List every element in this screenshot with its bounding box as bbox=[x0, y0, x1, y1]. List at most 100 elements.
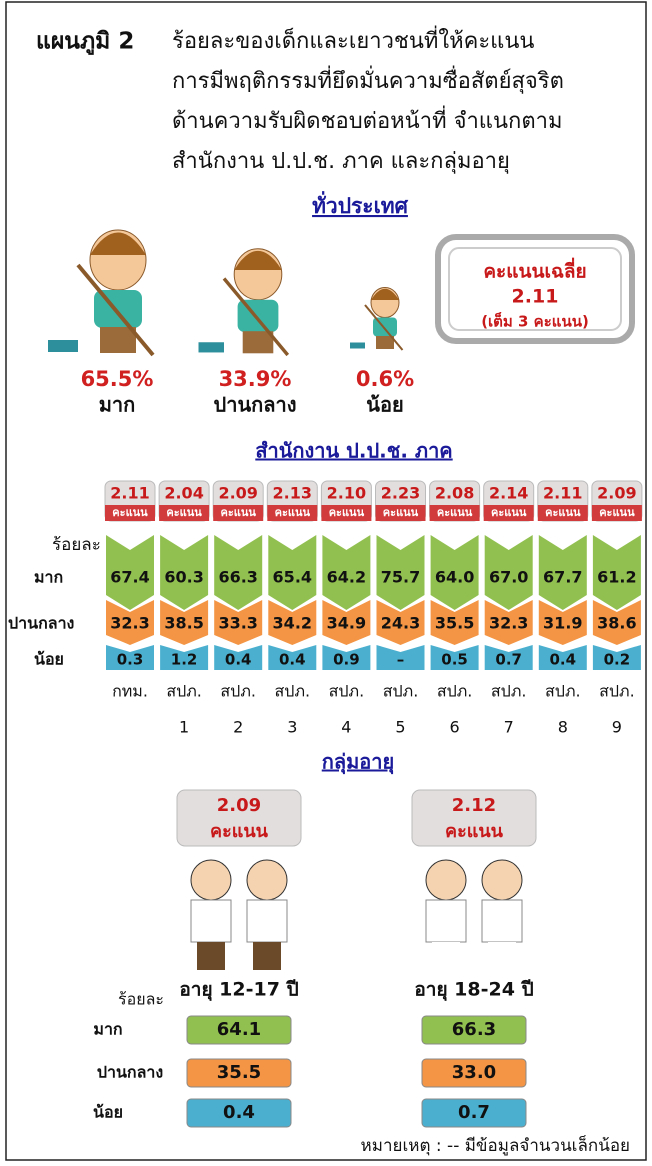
student-head bbox=[190, 859, 232, 901]
average-label: คะแนนเฉลี่ย bbox=[483, 258, 586, 283]
high-value: 75.7 bbox=[381, 568, 420, 587]
group-value: 0.7 bbox=[458, 1102, 490, 1123]
low-value: 0.4 bbox=[279, 651, 306, 669]
region-number: 6 bbox=[450, 718, 460, 737]
title-line: ร้อยละของเด็กและเยาวชนที่ให้คะแนน bbox=[172, 25, 534, 54]
low-value: 0.5 bbox=[441, 651, 468, 669]
level-label: น้อย bbox=[366, 393, 403, 417]
mid-value: 34.2 bbox=[273, 614, 312, 633]
region-name: สปภ. bbox=[491, 682, 527, 701]
score-unit-bg bbox=[375, 505, 426, 521]
value-bar bbox=[421, 1058, 527, 1088]
score-value: 2.14 bbox=[489, 484, 528, 503]
broom bbox=[76, 263, 155, 357]
kid-legs bbox=[242, 331, 274, 354]
score-box bbox=[176, 789, 302, 847]
score-unit: คะแนน bbox=[275, 506, 311, 519]
group-value: 0.4 bbox=[223, 1102, 255, 1123]
mid-value: 38.5 bbox=[164, 614, 203, 633]
score-unit-bg bbox=[321, 505, 372, 521]
unit-label: ร้อยละ bbox=[52, 535, 101, 555]
broom bbox=[364, 304, 404, 351]
student-head bbox=[246, 859, 288, 901]
high-chevron bbox=[484, 535, 533, 610]
low-chevron bbox=[106, 645, 154, 670]
score-value: 2.23 bbox=[381, 484, 420, 503]
level-percent: 65.5% bbox=[81, 367, 154, 391]
title-line: ด้านความรับผิดชอบต่อหน้าที่ จำแนกตาม bbox=[172, 105, 563, 134]
group-value: 35.5 bbox=[217, 1062, 261, 1083]
low-chevron bbox=[322, 645, 371, 670]
average-box-inner bbox=[448, 247, 622, 331]
score-unit: คะแนน bbox=[166, 506, 202, 519]
region-number: 5 bbox=[395, 718, 405, 737]
average-note: (เต็ม 3 คะแนน) bbox=[481, 312, 589, 331]
score-unit-bg bbox=[591, 505, 642, 521]
score-unit-bg bbox=[267, 505, 318, 521]
section-heading: ทั่วประเทศ bbox=[312, 190, 409, 218]
mid-chevron bbox=[538, 600, 587, 645]
section-heading: สำนักงาน ป.ป.ช. ภาค bbox=[255, 439, 452, 463]
low-chevron bbox=[484, 645, 533, 670]
student-legs bbox=[253, 942, 281, 970]
mid-value: 32.3 bbox=[110, 614, 149, 633]
mid-chevron bbox=[214, 600, 263, 645]
high-chevron bbox=[106, 535, 154, 610]
low-value: 0.2 bbox=[604, 651, 631, 669]
kid-legs bbox=[376, 336, 394, 349]
region-number: 4 bbox=[341, 718, 351, 737]
broom bbox=[222, 277, 290, 357]
value-bar bbox=[186, 1098, 292, 1128]
score-unit: คะแนน bbox=[210, 821, 269, 842]
kid-hair bbox=[234, 250, 282, 270]
low-value: 0.7 bbox=[495, 651, 522, 669]
region-name: สปภ. bbox=[329, 682, 365, 701]
score-value: 2.09 bbox=[597, 484, 636, 503]
region-number: 9 bbox=[612, 718, 622, 737]
high-value: 67.4 bbox=[110, 568, 149, 587]
score-unit-bg bbox=[105, 505, 155, 521]
row-label: ปานกลาง bbox=[8, 614, 74, 633]
region-number: 3 bbox=[287, 718, 297, 737]
high-chevron bbox=[592, 535, 641, 610]
score-value: 2.11 bbox=[110, 484, 149, 503]
high-value: 60.3 bbox=[164, 568, 203, 587]
section-heading: กลุ่มอายุ bbox=[322, 750, 395, 775]
region-name: สปภ. bbox=[383, 682, 419, 701]
mid-value: 38.6 bbox=[597, 614, 636, 633]
row-label: น้อย bbox=[93, 1103, 123, 1122]
high-value: 66.3 bbox=[218, 568, 257, 587]
chart-label: แผนภูมิ 2 bbox=[36, 29, 134, 56]
student-head bbox=[481, 859, 523, 901]
value-bar bbox=[421, 1015, 527, 1045]
group-label: อายุ 12-17 ปี bbox=[179, 979, 298, 1002]
dustpan bbox=[198, 342, 224, 353]
mid-value: 32.3 bbox=[489, 614, 528, 633]
region-number: 7 bbox=[504, 718, 514, 737]
low-value: – bbox=[397, 651, 405, 669]
high-value: 67.7 bbox=[543, 568, 582, 587]
high-chevron bbox=[538, 535, 587, 610]
score-unit-bg bbox=[429, 505, 480, 521]
score-value: 2.12 bbox=[452, 795, 496, 816]
low-value: 0.4 bbox=[225, 651, 252, 669]
region-name: สปภ. bbox=[545, 682, 581, 701]
student-body bbox=[425, 899, 467, 943]
value-bar bbox=[186, 1015, 292, 1045]
high-chevron bbox=[322, 535, 371, 610]
title-line: สำนักงาน ป.ป.ช. ภาค และกลุ่มอายุ bbox=[172, 149, 510, 174]
low-value: 0.3 bbox=[117, 651, 144, 669]
score-value: 2.08 bbox=[435, 484, 474, 503]
mid-chevron bbox=[376, 600, 425, 645]
score-value: 2.10 bbox=[327, 484, 366, 503]
row-label: น้อย bbox=[34, 650, 64, 669]
high-chevron bbox=[214, 535, 263, 610]
high-chevron bbox=[376, 535, 425, 610]
low-chevron bbox=[592, 645, 641, 670]
high-value: 67.0 bbox=[489, 568, 528, 587]
title-line: การมีพฤติกรรมที่ยึดมั่นความซื่อสัตย์สุจร… bbox=[172, 65, 564, 94]
score-unit-bg bbox=[213, 505, 264, 521]
score-unit: คะแนน bbox=[545, 506, 581, 519]
score-value: 2.13 bbox=[273, 484, 312, 503]
